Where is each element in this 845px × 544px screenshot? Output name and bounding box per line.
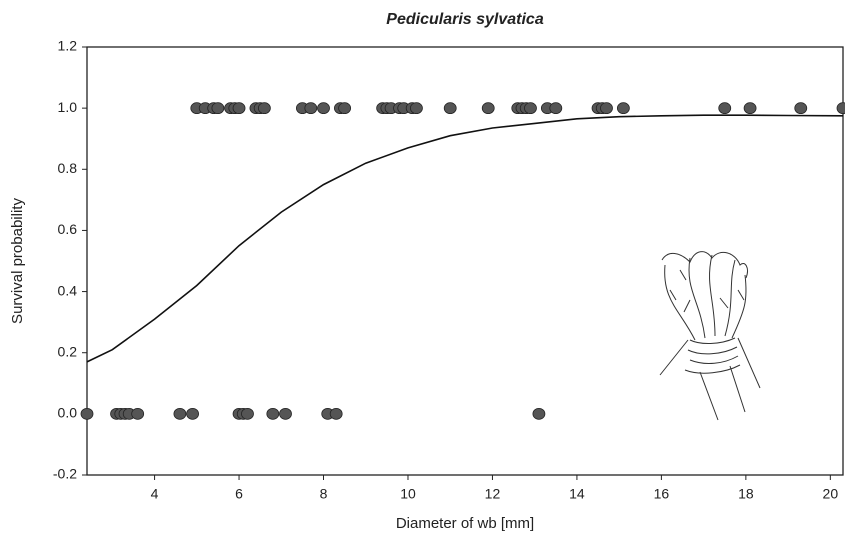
point <box>339 103 351 114</box>
x-tick-label: 8 <box>320 486 328 502</box>
point <box>258 103 270 114</box>
point <box>280 408 292 419</box>
y-axis-label: Survival probability <box>9 198 26 324</box>
point <box>550 103 562 114</box>
point <box>318 103 330 114</box>
y-tick-label: -0.2 <box>53 466 77 482</box>
point <box>305 103 317 114</box>
point <box>81 408 93 419</box>
point <box>533 408 545 419</box>
x-tick-label: 10 <box>400 486 416 502</box>
point <box>132 408 144 419</box>
point <box>837 103 845 114</box>
point <box>233 103 245 114</box>
point <box>174 408 186 419</box>
y-tick-label: 0.2 <box>58 343 78 359</box>
x-axis-label: Diameter of wb [mm] <box>396 515 534 532</box>
point <box>267 408 279 419</box>
point <box>524 103 536 114</box>
curve <box>87 115 843 362</box>
y-tick-label: 0.6 <box>58 221 78 237</box>
x-tick-label: 14 <box>569 486 585 502</box>
y-tick-label: 0.4 <box>58 282 78 298</box>
point <box>600 103 612 114</box>
point <box>482 103 494 114</box>
point <box>444 103 456 114</box>
x-tick-label: 4 <box>151 486 159 502</box>
point <box>617 103 629 114</box>
point <box>744 103 756 114</box>
x-tick-label: 16 <box>654 486 670 502</box>
point <box>187 408 199 419</box>
y-tick-label: 1.2 <box>58 38 78 54</box>
plant-sketch <box>660 252 760 420</box>
point <box>410 103 422 114</box>
point <box>719 103 731 114</box>
chart-title: Pedicularis sylvatica <box>386 11 544 28</box>
point <box>330 408 342 419</box>
point <box>241 408 253 419</box>
y-tick-label: 0.8 <box>58 160 78 176</box>
point <box>795 103 807 114</box>
y-tick-label: 1.0 <box>58 99 78 115</box>
chart: Pedicularis sylvatica Diameter of wb [mm… <box>0 0 845 544</box>
point <box>212 103 224 114</box>
x-tick-label: 18 <box>738 486 754 502</box>
y-tick-label: 0.0 <box>58 405 78 421</box>
x-tick-label: 6 <box>235 486 243 502</box>
x-tick-label: 12 <box>485 486 501 502</box>
x-tick-label: 20 <box>823 486 839 502</box>
